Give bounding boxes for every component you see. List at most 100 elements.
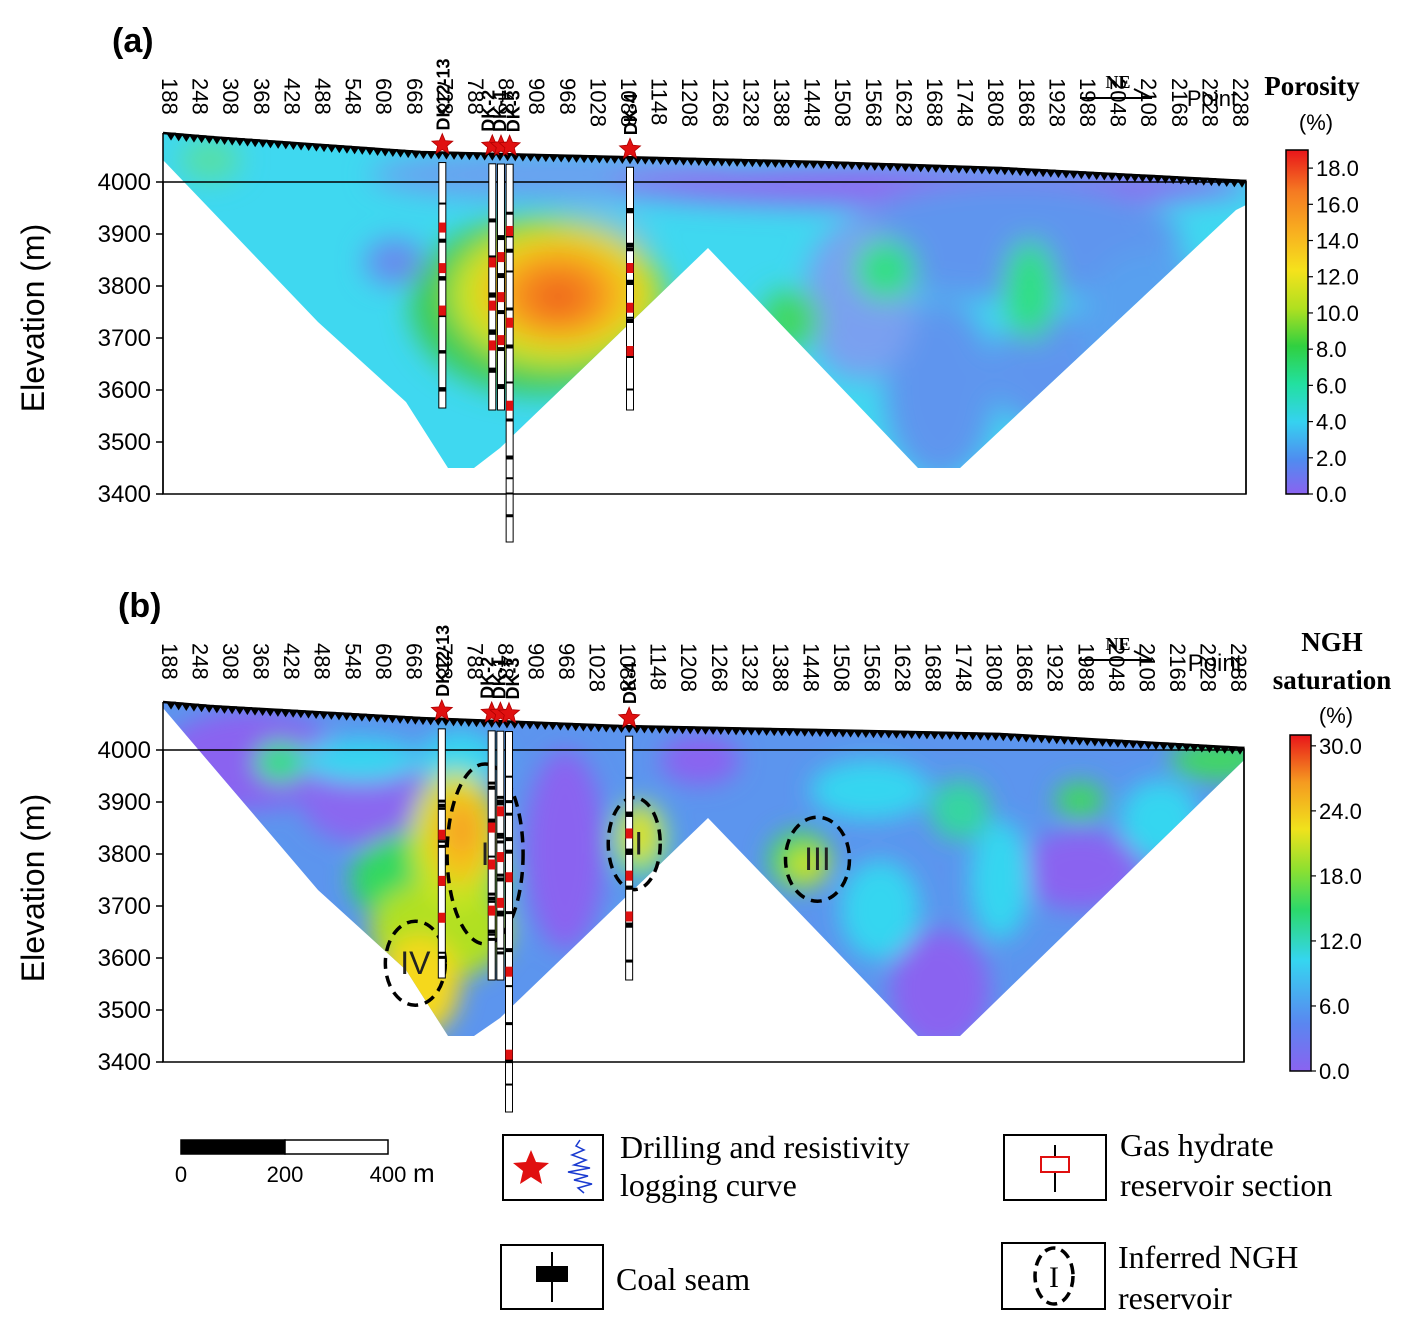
reservoir-section-mark (496, 852, 504, 863)
well-label: DK-2 (478, 657, 498, 699)
y-tick-label: 4000 (98, 737, 151, 764)
y-tick-label: 3600 (98, 377, 151, 404)
coal-seam-mark (626, 245, 634, 247)
legend-label: reservoir section (1120, 1167, 1332, 1203)
reservoir-section-mark (497, 252, 505, 263)
x-tick-label: 1268 (707, 643, 732, 692)
well-label: DK12-13 (433, 625, 453, 697)
coal-seam-mark (505, 911, 513, 915)
x-tick-label: 548 (341, 78, 366, 115)
coal-seam-mark (626, 208, 634, 212)
coal-seam-mark (496, 799, 504, 804)
y-tick-label: 3700 (98, 893, 151, 920)
x-tick-label: 1268 (708, 78, 733, 127)
coal-seam-mark (625, 922, 633, 925)
ne-direction-arrow: NE (1080, 72, 1153, 99)
x-tick-label: 1028 (585, 78, 610, 127)
coal-seam-mark (496, 803, 504, 806)
coal-seam-mark (505, 800, 513, 804)
coal-seam-mark (438, 951, 446, 954)
coal-seam-mark (438, 807, 446, 810)
x-tick-label: 1628 (890, 643, 915, 692)
colorbar-tick-label: 18.0 (1316, 156, 1359, 181)
x-tick-label: 248 (188, 643, 213, 680)
reservoir-section-mark (505, 872, 513, 883)
coal-seam-mark (496, 873, 504, 877)
y-tick-label: 3500 (98, 429, 151, 456)
x-tick-label: 1568 (859, 643, 884, 692)
reservoir-section-mark (488, 905, 496, 916)
colorbar-tick-label: 6.0 (1316, 373, 1347, 398)
well-star-icon (618, 137, 642, 159)
well-dk12-13: DK12-13 (430, 625, 454, 979)
well-dk-4: DK-4 (618, 93, 642, 411)
reservoir-section-mark (438, 222, 446, 233)
x-tick-label: 2228 (1197, 78, 1222, 127)
star-log-icon (513, 1139, 593, 1194)
x-tick-label: 1748 (953, 78, 978, 127)
panel-label: (b) (118, 587, 161, 625)
x-tick-label: 548 (340, 643, 365, 680)
coal-seam-mark (497, 310, 505, 315)
colorbar-tick-label: 18.0 (1319, 864, 1362, 889)
coal-seam-mark (506, 211, 514, 215)
x-tick-label: 1448 (798, 643, 823, 692)
coal-seam-mark (625, 776, 633, 779)
x-tick-label: 2108 (1134, 643, 1159, 692)
coal-seam-mark (505, 948, 513, 953)
x-tick-label: 2048 (1104, 643, 1129, 692)
coal-seam-mark (625, 959, 633, 963)
x-tick-label: 1688 (922, 78, 947, 127)
well-column (437, 728, 446, 979)
coal-seam-mark (497, 348, 505, 352)
x-tick-label: 1328 (737, 643, 762, 692)
coal-seam-mark (496, 836, 504, 839)
well-label: DK-3 (504, 90, 524, 132)
coal-seam-mark (488, 929, 496, 934)
x-tick-label: 1208 (676, 643, 701, 692)
legend-item-drilling: Drilling and resistivity logging curve (502, 1129, 910, 1203)
coal-seam-mark (625, 849, 633, 852)
coal-seam-mark (497, 347, 505, 350)
colorbar-tick-label: 16.0 (1316, 192, 1359, 217)
coal-seam-mark (488, 781, 496, 785)
coal-seam-mark (488, 292, 496, 296)
scale-tick-label: 200 (267, 1162, 304, 1187)
y-tick-label: 3800 (98, 841, 151, 868)
coal-seam-mark (488, 892, 496, 896)
well-dk-3: DK-3 (497, 658, 523, 1113)
well-column (487, 730, 496, 981)
reservoir-section-mark (488, 300, 496, 311)
panel-a: Elevation (m) 4000 3900 3800 3700 3600 3500 34… (15, 59, 1360, 543)
legend-item-gas-hydrate: Gas hydrate reservoir section (1003, 1127, 1332, 1203)
well-star-icon (430, 132, 454, 155)
scale-tick-label: 0 (175, 1162, 187, 1187)
x-tick-label: 1388 (769, 78, 794, 127)
x-axis-ticks: 188 248 308 368 428 488 548 608 668 728 788 848 908 9… (157, 78, 1253, 127)
coal-seam-mark (438, 276, 446, 280)
coal-seam-mark (626, 247, 634, 252)
x-tick-label: 248 (188, 78, 213, 115)
coal-seam-mark (488, 255, 496, 258)
well-star-icon (497, 701, 521, 724)
x-tick-label: 1628 (891, 78, 916, 127)
reservoir-iii: III (783, 815, 852, 903)
reservoir-ellipse (783, 815, 852, 903)
x-tick-label: 848 (493, 643, 518, 680)
well-column (488, 163, 497, 411)
coal-seam-mark (505, 1059, 513, 1064)
y-tick-label: 3900 (98, 789, 151, 816)
coal-seam-mark (496, 947, 504, 950)
colorbar-tick-label: 12.0 (1319, 929, 1362, 954)
coal-seam-mark (506, 477, 514, 480)
well-dk-3: DK-3 (498, 90, 524, 543)
reservoir-section-mark (488, 822, 496, 833)
well-label: DK-1 (489, 657, 509, 699)
colorbar-title: (%) (1299, 110, 1333, 135)
coal-seam-mark (506, 270, 514, 273)
coal-seam-mark (625, 813, 633, 817)
reservoir-section-mark (626, 302, 634, 313)
coal-seam-mark (505, 1083, 513, 1086)
coal-seam-mark (626, 279, 634, 284)
reservoir-box-icon (1040, 1145, 1070, 1192)
